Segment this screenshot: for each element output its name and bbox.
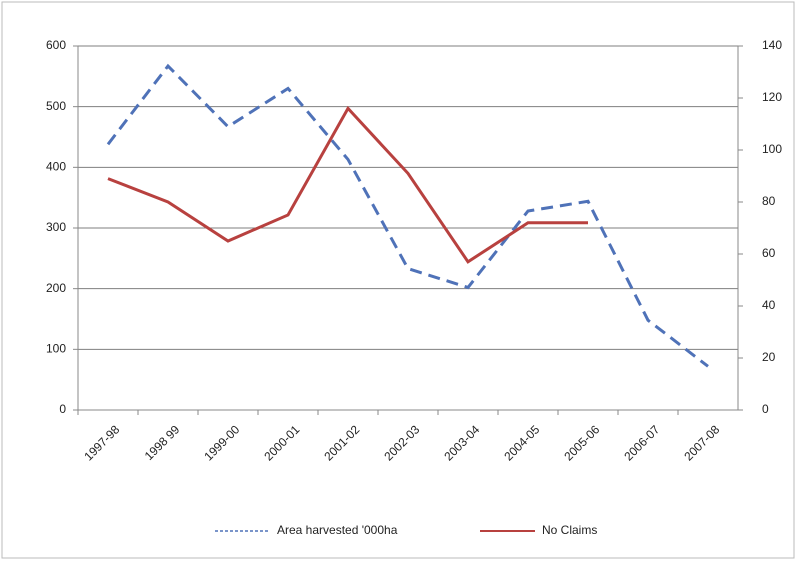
y2-tick-label: 0 [762,402,769,416]
legend-label: No Claims [542,523,597,537]
y2-tick-label: 60 [762,246,776,260]
y2-tick-label: 100 [762,142,782,156]
y-tick-label: 600 [46,38,66,52]
series-line [107,105,588,264]
legend-label: Area harvested '000ha [277,523,398,537]
y2-tick-label: 20 [762,350,776,364]
y-tick-label: 0 [59,402,66,416]
y-tick-label: 300 [46,220,66,234]
y-tick-label: 100 [46,342,66,356]
series-line [106,63,709,368]
y2-tick-label: 80 [762,194,776,208]
y2-tick-label: 140 [762,38,782,52]
y2-tick-label: 120 [762,90,782,104]
y-tick-label: 500 [46,99,66,113]
y-tick-label: 400 [46,160,66,174]
y2-tick-label: 40 [762,298,776,312]
y-tick-label: 200 [46,281,66,295]
